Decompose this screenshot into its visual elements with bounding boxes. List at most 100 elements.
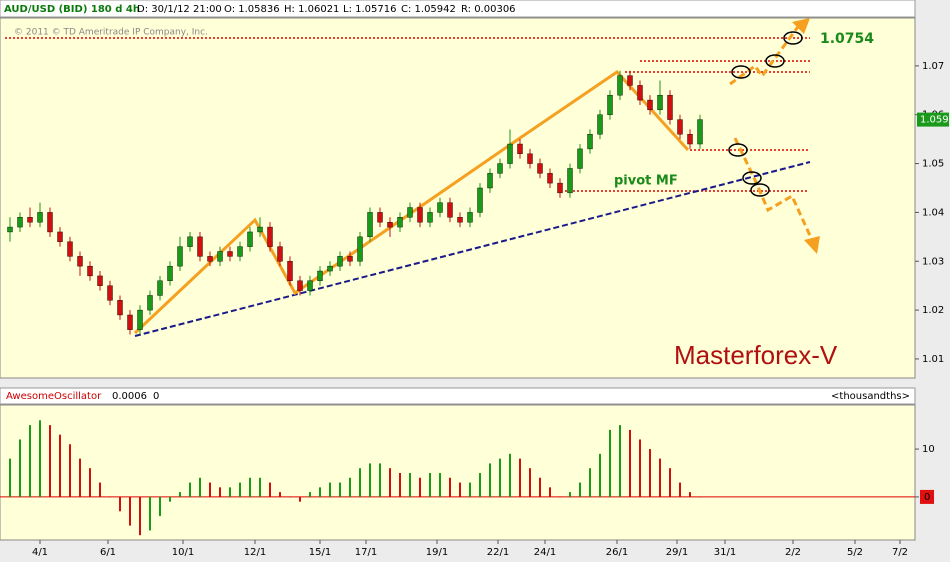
osc-bar [429, 472, 431, 497]
y-tick-label: 1.07 [922, 61, 944, 72]
osc-bar [169, 496, 171, 502]
osc-bar [599, 453, 601, 497]
candle-body [127, 314, 133, 330]
x-tick-label: 22/1 [487, 547, 509, 558]
osc-bar [179, 492, 181, 497]
x-tick-label: 6/1 [100, 547, 116, 558]
osc-bar [109, 496, 111, 498]
x-tick-label: 31/1 [714, 547, 736, 558]
candle-body [167, 265, 173, 281]
osc-bar [329, 482, 331, 497]
candle-body [297, 280, 303, 291]
x-tick-label: 7/2 [892, 547, 908, 558]
candle-body [517, 143, 523, 154]
candle-body [417, 207, 423, 223]
candle-body [327, 265, 333, 272]
header-range: R: 0.00306 [461, 4, 516, 15]
candle-body [227, 251, 233, 257]
candle-body [247, 231, 253, 247]
osc-bar [539, 477, 541, 497]
candle-body [87, 265, 93, 277]
osc-bar [529, 468, 531, 497]
candle-body [37, 212, 43, 223]
candle-body [677, 119, 683, 135]
osc-bar [319, 487, 321, 497]
osc-bar [339, 482, 341, 497]
osc-bar [289, 496, 291, 498]
osc-bar [579, 482, 581, 497]
copyright: © 2011 © TD Ameritrade IP Company, Inc. [14, 28, 208, 38]
header-close: C: 1.05942 [401, 4, 456, 15]
osc-bar [479, 472, 481, 497]
x-tick-label: 5/2 [847, 547, 863, 558]
osc-bar [199, 477, 201, 497]
symbol: AUD/USD (BID) 180 d 4h [4, 4, 140, 15]
candle-body [457, 217, 463, 223]
candle-body [147, 295, 153, 311]
level-label: 1.0754 [820, 31, 874, 47]
osc-bar [489, 463, 491, 497]
candle-body [687, 134, 693, 145]
osc-bar [99, 482, 101, 497]
pivot-label: pivot MF [614, 174, 678, 189]
osc-bar [149, 496, 151, 531]
x-tick-label: 17/1 [355, 547, 377, 558]
candle-body [337, 256, 343, 267]
candle-body [397, 217, 403, 228]
candle-body [627, 75, 633, 86]
x-tick-label: 26/1 [606, 547, 628, 558]
osc-bar [589, 468, 591, 497]
candle-body [467, 212, 473, 223]
osc-bar [119, 496, 121, 512]
y-tick-label: 10 [922, 444, 935, 455]
osc-bar [629, 429, 631, 497]
osc-reading: 0.0006 [112, 391, 147, 402]
candle-body [637, 85, 643, 101]
candle-body [277, 246, 283, 262]
osc-bar [569, 492, 571, 497]
candle-body [137, 309, 143, 330]
osc-bar [279, 492, 281, 497]
candle-body [667, 94, 673, 120]
candle-body [587, 134, 593, 150]
y-tick-label: 1.02 [922, 305, 944, 316]
osc-bar [269, 482, 271, 497]
osc-title: AwesomeOscillator [6, 391, 102, 402]
osc-bar [459, 482, 461, 497]
osc-bar [519, 458, 521, 497]
x-tick-label: 2/2 [785, 547, 801, 558]
header-high: H: 1.06021 [284, 4, 339, 15]
osc-bar [399, 472, 401, 497]
osc-bar [219, 487, 221, 497]
osc-bar [139, 496, 141, 536]
candle-body [477, 187, 483, 213]
y-tick-label: 1.05 [922, 159, 944, 170]
x-tick-label: 24/1 [534, 547, 556, 558]
osc-bar [9, 458, 11, 497]
candle-body [427, 212, 433, 223]
candle-body [47, 212, 53, 233]
candle-body [107, 285, 113, 301]
osc-pane [0, 404, 916, 541]
candle-body [117, 300, 123, 316]
osc-bar [509, 453, 511, 497]
osc-bar [409, 472, 411, 497]
osc-unit: <thousandths> [831, 391, 910, 402]
candle-body [607, 94, 613, 115]
candle-body [67, 241, 73, 257]
candle-body [487, 173, 493, 189]
osc-bar [559, 496, 561, 498]
x-tick-label: 29/1 [666, 547, 688, 558]
osc-bar [689, 492, 691, 497]
candle-body [377, 212, 383, 223]
osc-bar [79, 458, 81, 497]
candle-body [657, 94, 663, 111]
header-date: D: 30/1/12 21:00 [137, 4, 222, 15]
candle-body [237, 246, 243, 257]
y-tick-label: 1.01 [922, 354, 944, 365]
candle-body [267, 226, 273, 247]
osc-bar [309, 492, 311, 497]
osc-bar [499, 458, 501, 497]
candle-body [407, 207, 413, 218]
